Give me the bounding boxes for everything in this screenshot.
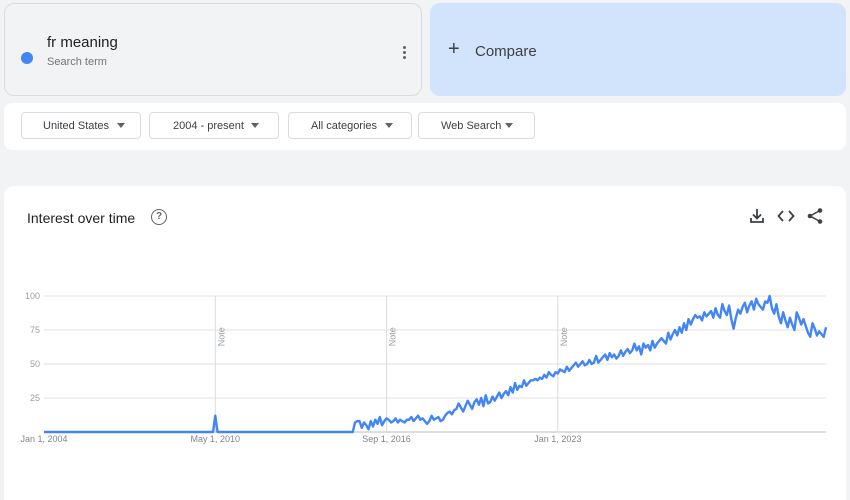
caret-down-icon [505, 123, 513, 128]
embed-code-icon[interactable] [776, 206, 796, 226]
search-type-filter-label: Web Search [441, 120, 502, 132]
region-filter[interactable]: United States [21, 112, 141, 139]
time-range-filter[interactable]: 2004 - present [149, 112, 279, 139]
time-range-filter-label: 2004 - present [173, 120, 244, 132]
category-filter-label: All categories [311, 120, 378, 132]
compare-button[interactable]: + Compare [430, 3, 846, 96]
help-icon[interactable]: ? [151, 209, 167, 225]
compare-label: Compare [475, 43, 537, 60]
caret-down-icon [117, 123, 125, 128]
interest-line-chart: 25 50 75 100 Note Note Note Jan 1, 2004 May 1, 2… [20, 291, 828, 444]
interest-over-time-panel: Interest over time ? 25 50 75 100 Note Note No… [4, 186, 846, 500]
caret-down-icon [251, 123, 259, 128]
plus-icon: + [448, 38, 460, 60]
y-tick-label: 100 [25, 291, 40, 301]
y-tick-label: 25 [30, 393, 40, 403]
category-filter[interactable]: All categories [288, 112, 412, 139]
y-tick-label: 50 [30, 359, 40, 369]
share-icon[interactable] [805, 206, 825, 226]
note-label[interactable]: Note [388, 327, 398, 346]
search-type-filter[interactable]: Web Search [418, 112, 535, 139]
panel-title: Interest over time [27, 210, 136, 226]
note-label[interactable]: Note [559, 327, 569, 346]
x-tick-label: Jan 1, 2004 [20, 434, 67, 444]
search-term-name: fr meaning [47, 34, 118, 51]
series-line[interactable] [44, 294, 828, 434]
download-icon[interactable] [747, 206, 767, 226]
more-options-icon[interactable] [397, 40, 411, 64]
x-tick-label: Sep 1, 2016 [362, 434, 411, 444]
search-term-subtitle: Search term [47, 56, 107, 68]
region-filter-label: United States [43, 120, 110, 132]
y-tick-label: 75 [30, 325, 40, 335]
x-tick-label: Jan 1, 2023 [534, 434, 581, 444]
x-tick-label: May 1, 2010 [191, 434, 241, 444]
series-color-dot [21, 52, 33, 64]
caret-down-icon [385, 123, 393, 128]
note-label[interactable]: Note [216, 327, 226, 346]
search-term-card[interactable]: fr meaning Search term [4, 3, 422, 96]
filter-bar: United States 2004 - present All categor… [4, 103, 846, 150]
